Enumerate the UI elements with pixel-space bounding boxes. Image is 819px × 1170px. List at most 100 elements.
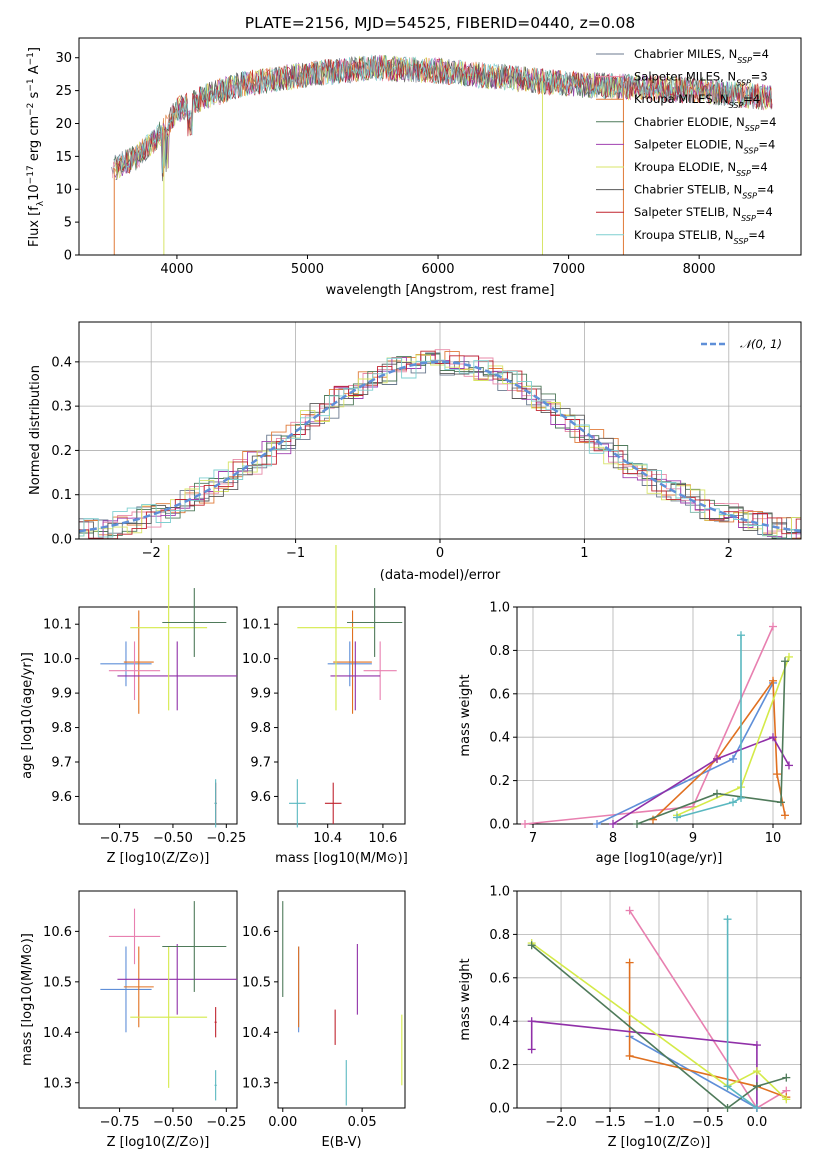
mass-weight-vs-metallicity-panel: −2.0 −1.5 −1.0 −0.5 0.0 0.0 0.2 0.4 0.6 0.8 1.0 Z [… — [458, 885, 802, 1150]
y-tick-label: 9.7 — [250, 756, 271, 771]
y-tick-label: 9.8 — [250, 721, 271, 736]
y-tick-label: 10.0 — [242, 652, 271, 667]
age-vs-metallicity-panel: −0.75 −0.50 −0.25 9.6 9.7 9.8 9.9 10.0 10.1 Z [lo… — [20, 545, 246, 866]
x-tick-label: 4000 — [160, 262, 193, 277]
spectrum-frame — [78, 37, 802, 256]
x-tick-label: 10.6 — [368, 831, 397, 846]
x-tick-label: 8 — [609, 831, 617, 846]
histogram-xlabel: (data-model)/error — [380, 568, 501, 583]
histogram-step-line — [79, 354, 801, 537]
y-tick-label: 9.9 — [51, 687, 72, 702]
x-tick-label: 9 — [689, 831, 697, 846]
y-tick-label: 10.6 — [242, 925, 271, 940]
y-tick-label: 0.4 — [51, 355, 72, 370]
mass-weight-line — [531, 942, 787, 1100]
y-tick-label: 10.5 — [242, 975, 271, 990]
x-tick-label: −2.0 — [545, 1115, 577, 1130]
x-axis-label: Z [log10(Z/Z⊙)] — [107, 851, 210, 866]
x-tick-label: 7 — [529, 831, 537, 846]
mass-weight-line — [524, 626, 774, 825]
axes-frame — [78, 890, 238, 1109]
y-tick-label: 9.9 — [250, 687, 271, 702]
y-axis-label: mass weight — [458, 674, 473, 756]
x-axis-label: Z [log10(Z/Z⊙)] — [107, 1135, 210, 1150]
y-axis-label: mass [log10(M/M⊙)] — [20, 933, 35, 1066]
axes-frame — [516, 606, 802, 825]
y-tick-label: 10.4 — [242, 1026, 271, 1041]
y-tick-label: 10 — [55, 183, 72, 198]
x-tick-label: −0.50 — [153, 1115, 193, 1130]
histogram-step-line — [79, 349, 801, 540]
mass-weight-line — [628, 962, 787, 1098]
legend-label: Chabrier ELODIE, NSSP=4 — [634, 115, 776, 133]
spectrum-legend: Chabrier MILES, NSSP=4 Salpeter MILES, NS… — [596, 47, 776, 245]
y-tick-label: 10.4 — [43, 1026, 72, 1041]
y-tick-label: 0.4 — [489, 1015, 510, 1030]
x-tick-label: 7000 — [552, 262, 585, 277]
x-tick-label: −2 — [142, 546, 161, 561]
x-tick-label: 0.05 — [348, 1115, 377, 1130]
normal-curve-legend-label: 𝒩(0, 1) — [740, 337, 782, 351]
legend-label: Salpeter ELODIE, NSSP=4 — [634, 137, 775, 155]
y-tick-label: 9.6 — [51, 790, 72, 805]
y-tick-label: 0.3 — [51, 400, 72, 415]
y-tick-label: 0.2 — [489, 774, 510, 789]
histogram-step-line — [79, 357, 801, 539]
x-tick-label: 2 — [725, 546, 733, 561]
y-tick-label: 0.0 — [51, 533, 72, 548]
chart-title: PLATE=2156, MJD=54525, FIBERID=0440, z=0… — [245, 14, 635, 32]
histogram-legend: 𝒩(0, 1) — [701, 337, 782, 351]
normal-reference-curve — [78, 360, 802, 533]
x-tick-label: 10 — [765, 831, 782, 846]
y-tick-label: 0.6 — [489, 971, 510, 986]
y-tick-label: 0.0 — [489, 1102, 510, 1117]
y-tick-label: 9.7 — [51, 756, 72, 771]
mass-weight-line — [629, 1035, 758, 1109]
y-tick-label: 1.0 — [489, 885, 510, 900]
x-tick-label: 8000 — [683, 262, 716, 277]
axes-frame — [78, 606, 238, 825]
y-tick-label: 5 — [64, 216, 72, 231]
legend-label: Salpeter MILES, NSSP=3 — [634, 70, 768, 88]
histogram-step-line — [79, 353, 801, 539]
histogram-frame — [78, 321, 802, 540]
axes-frame — [277, 606, 406, 825]
y-tick-label: 0.1 — [51, 488, 72, 503]
y-tick-label: 0.0 — [489, 818, 510, 833]
spectrum-ylabel: Flux [fλ10−17 erg cm−2 s−1 A−1] — [26, 47, 46, 247]
mass-weight-vs-age-panel: 7 8 9 10 0.0 0.2 0.4 0.6 0.8 1.0 age [log10(age/yr… — [458, 601, 802, 866]
x-axis-label: E(B-V) — [321, 1135, 361, 1150]
mass-weight-line — [636, 661, 786, 825]
residual-histogram-panel: −2 −1 0 1 2 0.0 0.1 0.2 0.3 0.4 (data-model)/erro… — [28, 321, 802, 583]
legend-label: Chabrier STELIB, NSSP=4 — [634, 183, 774, 201]
x-tick-label: −0.25 — [206, 1115, 246, 1130]
legend-label: Salpeter STELIB, NSSP=4 — [634, 205, 773, 223]
x-axis-label: Z [log10(Z/Z⊙)] — [608, 1135, 711, 1150]
x-tick-label: −0.25 — [206, 831, 246, 846]
x-tick-label: 0 — [436, 546, 444, 561]
y-tick-label: 0.8 — [489, 928, 510, 943]
y-tick-label: 10.3 — [43, 1076, 72, 1091]
y-tick-label: 10.1 — [43, 618, 72, 633]
y-tick-label: 9.6 — [250, 790, 271, 805]
y-tick-label: 0.8 — [489, 644, 510, 659]
x-tick-label: 6000 — [421, 262, 454, 277]
axes-frame — [277, 890, 406, 1109]
x-tick-label: −0.75 — [100, 831, 140, 846]
y-tick-label: 9.8 — [51, 721, 72, 736]
y-tick-label: 10.1 — [242, 618, 271, 633]
y-tick-label: 15 — [55, 150, 72, 165]
y-tick-label: 10.5 — [43, 975, 72, 990]
age-vs-mass-panel: 10.4 10.6 9.6 9.7 9.8 9.9 10.0 10.1 mass [log10(… — [242, 545, 408, 866]
legend-label: Kroupa ELODIE, NSSP=4 — [634, 160, 768, 178]
x-tick-label: −1.5 — [594, 1115, 626, 1130]
legend-label: Chabrier MILES, NSSP=4 — [634, 47, 769, 65]
y-axis-label: mass weight — [458, 958, 473, 1040]
x-tick-label: −1 — [286, 546, 305, 561]
mass-weight-line — [676, 635, 742, 819]
y-tick-label: 0.6 — [489, 687, 510, 702]
legend-label: Kroupa STELIB, NSSP=4 — [634, 228, 765, 246]
x-axis-label: age [log10(age/yr)] — [596, 851, 723, 866]
x-tick-label: 1 — [580, 546, 588, 561]
